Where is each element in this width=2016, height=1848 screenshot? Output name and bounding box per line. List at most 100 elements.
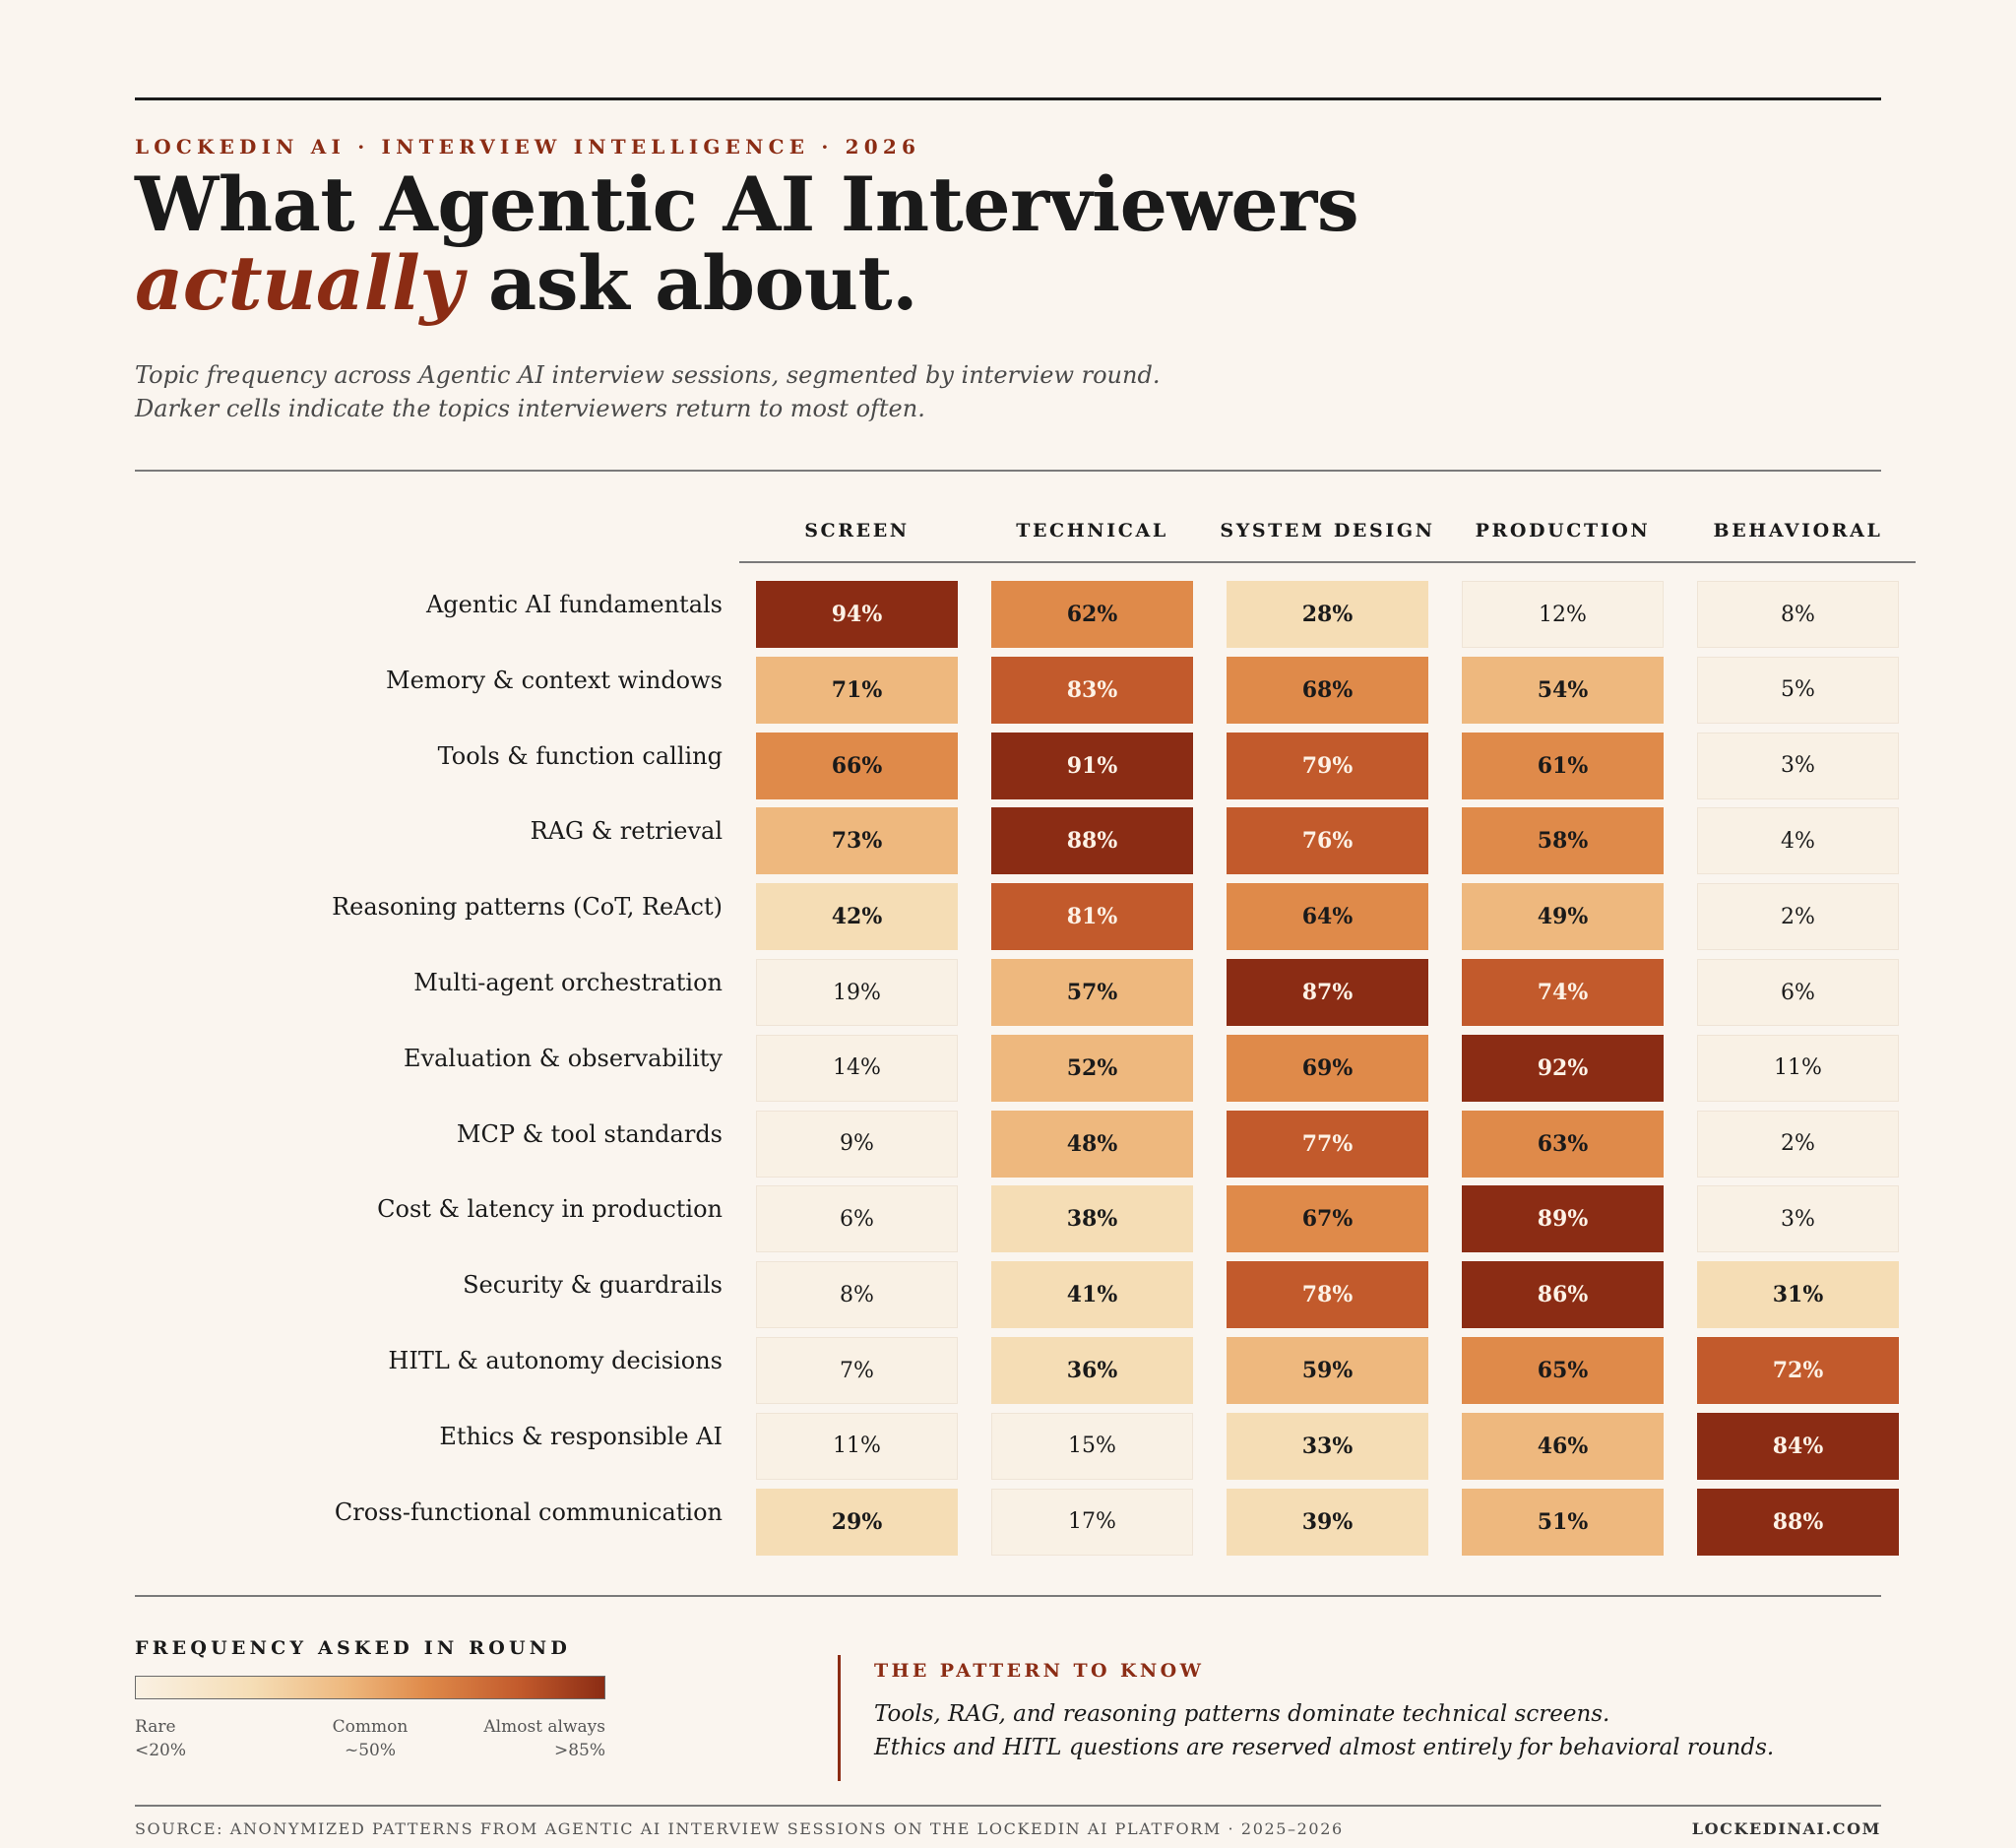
title-line1: What Agentic AI Interviewers [135, 160, 1359, 248]
row-label: Security & guardrails [463, 1271, 723, 1300]
heatmap-cell: 17% [991, 1488, 1193, 1556]
heatmap-cell: 3% [1697, 1185, 1899, 1253]
heatmap-cell: 49% [1462, 883, 1664, 951]
legend-stop-rare: Rare <20% [135, 1715, 186, 1762]
footer-brand-link[interactable]: LOCKEDINAI.COM [1691, 1819, 1881, 1838]
row-label: Evaluation & observability [404, 1044, 723, 1072]
column-header-rule [739, 561, 1916, 563]
heatmap-cell: 59% [1227, 1337, 1428, 1404]
heatmap-cell: 87% [1227, 959, 1428, 1026]
legend-stop-value: ~50% [344, 1741, 397, 1760]
heatmap-cell: 86% [1462, 1261, 1664, 1329]
callout-line2: Ethics and HITL questions are reserved a… [874, 1735, 1775, 1760]
row-label: MCP & tool standards [456, 1119, 723, 1148]
heatmap-cell: 48% [991, 1110, 1193, 1178]
eyebrow: LOCKEDIN AI · INTERVIEW INTELLIGENCE · 2… [135, 135, 921, 159]
heatmap-cell: 62% [991, 581, 1193, 648]
legend-gradient-bar [135, 1676, 605, 1699]
heatmap-cell: 89% [1462, 1185, 1664, 1253]
heatmap-cell: 28% [1227, 581, 1428, 648]
heatmap-cell: 88% [1697, 1488, 1899, 1556]
heatmap-cell: 19% [756, 959, 958, 1026]
heatmap-cell: 76% [1227, 807, 1428, 875]
callout-accent-bar [838, 1655, 841, 1781]
callout-title: THE PATTERN TO KNOW [874, 1660, 1205, 1682]
heatmap-cell: 68% [1227, 656, 1428, 724]
heatmap-cell: 42% [756, 883, 958, 951]
footer-rule [135, 1805, 1881, 1807]
title-rest: ask about. [463, 239, 918, 327]
section-rule [135, 470, 1881, 472]
row-label: Cost & latency in production [377, 1195, 723, 1224]
column-header: SYSTEM DESIGN [1220, 520, 1435, 542]
legend-stop-label: Almost always [483, 1717, 605, 1737]
heatmap-cell: 71% [756, 656, 958, 724]
legend-stop-value: <20% [135, 1741, 187, 1760]
heatmap-cell: 2% [1697, 1110, 1899, 1178]
row-label: Multi-agent orchestration [413, 969, 723, 996]
heatmap-cell: 7% [756, 1337, 958, 1404]
page-title: What Agentic AI Interviewers actually as… [135, 165, 1359, 323]
heatmap-cell: 8% [1697, 581, 1899, 648]
heatmap-cell: 74% [1462, 959, 1664, 1026]
heatmap-cell: 38% [991, 1185, 1193, 1253]
heatmap-cell: 41% [991, 1261, 1193, 1329]
heatmap-cell: 36% [991, 1337, 1193, 1404]
heatmap-cell: 65% [1462, 1337, 1664, 1404]
heatmap-cell: 69% [1227, 1034, 1428, 1102]
footer-source: SOURCE: ANONYMIZED PATTERNS FROM AGENTIC… [135, 1819, 1344, 1838]
heatmap-cell: 52% [991, 1034, 1193, 1102]
callout-line1: Tools, RAG, and reasoning patterns domin… [874, 1701, 1610, 1727]
heatmap-cell: 46% [1462, 1412, 1664, 1480]
heatmap-cell: 9% [756, 1110, 958, 1178]
row-label: Reasoning patterns (CoT, ReAct) [332, 893, 723, 922]
heatmap-cell: 15% [991, 1412, 1193, 1480]
heatmap-cell: 67% [1227, 1185, 1428, 1253]
heatmap-cell: 33% [1227, 1412, 1428, 1480]
heatmap-cell: 81% [991, 883, 1193, 951]
heatmap-cell: 83% [991, 656, 1193, 724]
heatmap-cell: 63% [1462, 1110, 1664, 1178]
legend-title: FREQUENCY ASKED IN ROUND [135, 1637, 572, 1659]
heatmap-cell: 4% [1697, 807, 1899, 875]
legend-stop-common: Common ~50% [311, 1715, 429, 1762]
heatmap-cell: 5% [1697, 656, 1899, 724]
heatmap-cell: 72% [1697, 1337, 1899, 1404]
heatmap-cell: 29% [756, 1488, 958, 1556]
row-label: Cross-functional communication [334, 1498, 723, 1526]
heatmap-cell: 84% [1697, 1412, 1899, 1480]
heatmap-cell: 77% [1227, 1110, 1428, 1178]
row-label: HITL & autonomy decisions [388, 1347, 723, 1374]
subtitle: Topic frequency across Agentic AI interv… [135, 358, 1160, 425]
legend-rule [135, 1595, 1881, 1597]
legend-stop-label: Common [332, 1717, 409, 1737]
subtitle-line2: Darker cells indicate the topics intervi… [135, 395, 925, 422]
heatmap-cell: 12% [1462, 581, 1664, 648]
row-label: Memory & context windows [386, 666, 723, 694]
column-header: SCREEN [804, 520, 910, 542]
heatmap-cell: 8% [756, 1261, 958, 1329]
heatmap-cell: 91% [991, 732, 1193, 799]
legend-stop-label: Rare [135, 1717, 176, 1737]
heatmap-cell: 11% [1697, 1034, 1899, 1102]
heatmap-cell: 64% [1227, 883, 1428, 951]
heatmap-cell: 73% [756, 807, 958, 875]
heatmap-cell: 3% [1697, 732, 1899, 799]
heatmap-cell: 88% [991, 807, 1193, 875]
heatmap-cell: 94% [756, 581, 958, 648]
legend-stop-value: >85% [553, 1741, 605, 1760]
heatmap-cell: 31% [1697, 1261, 1899, 1329]
heatmap-cell: 14% [756, 1034, 958, 1102]
heatmap-cell: 11% [756, 1412, 958, 1480]
heatmap-cell: 66% [756, 732, 958, 799]
heatmap-cell: 57% [991, 959, 1193, 1026]
heatmap-cell: 2% [1697, 883, 1899, 951]
heatmap-cell: 79% [1227, 732, 1428, 799]
row-label: Ethics & responsible AI [439, 1422, 723, 1450]
row-label: RAG & retrieval [530, 817, 723, 846]
title-accent: actually [135, 239, 464, 327]
subtitle-line1: Topic frequency across Agentic AI interv… [135, 361, 1161, 389]
top-rule [135, 97, 1881, 100]
row-label: Tools & function calling [437, 741, 723, 770]
callout-text: Tools, RAG, and reasoning patterns domin… [874, 1697, 1774, 1764]
